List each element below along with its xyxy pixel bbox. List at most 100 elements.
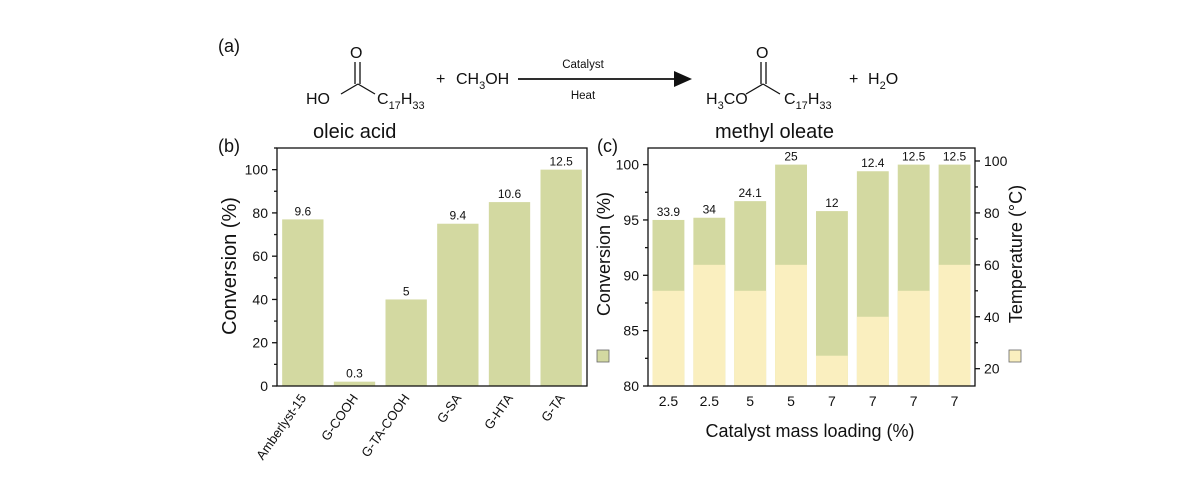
panel-b-bar	[282, 219, 324, 386]
acid-bond-chain	[357, 83, 376, 95]
panel-c-x-tick-label: 2.5	[700, 393, 720, 409]
panel-b-y-tick-label: 20	[252, 335, 268, 351]
panel-c-left-y-tick-label: 80	[623, 378, 639, 394]
panel-b-data-label: 12.5	[549, 155, 573, 169]
panel-c-left-y-tick-label: 100	[616, 157, 640, 173]
panel-c-temperature-bar	[652, 290, 685, 386]
panel-c-temperature-bar	[693, 264, 726, 386]
panel-c-left-y-tick-label: 90	[623, 267, 639, 283]
panel-c-x-tick-label: 7	[910, 393, 918, 409]
panel-c-left-y-tick-label: 95	[623, 212, 639, 228]
panel-c-temperature-bar	[897, 290, 930, 386]
plus-sign-2: +	[849, 71, 858, 88]
panel-b-y-axis-title: Conversion (%)	[219, 197, 241, 335]
water: H2O	[868, 71, 898, 92]
acid-ho: HO	[306, 91, 330, 108]
panel-b-x-tick-label: G-COOH	[318, 391, 361, 443]
panel-b-y-tick-label: 80	[252, 205, 268, 221]
panel-c-temperature-bar	[856, 316, 889, 386]
acid-oxygen: O	[350, 45, 362, 62]
panel-c-data-label: 12.4	[861, 156, 885, 170]
ester-oxygen: O	[756, 45, 768, 62]
ester-bond-chain	[762, 83, 781, 95]
panel-c-conversion-legend-swatch	[596, 349, 610, 363]
ester-chain: C17H33	[784, 91, 832, 112]
panel-c-right-y-tick-label: 80	[984, 205, 1000, 221]
panel-c-right-axis-title: Temperature (°C)	[1006, 185, 1026, 323]
panel-c-left-axis-title-group: Conversion (%)	[594, 192, 614, 363]
panel-c-right-y-tick-label: 60	[984, 257, 1000, 273]
panel-c-data-label: 24.1	[739, 186, 763, 200]
panel-c-x-tick-label: 2.5	[659, 393, 679, 409]
panel-c-x-tick-label: 7	[828, 393, 836, 409]
panel-b-data-label: 10.6	[498, 187, 522, 201]
panel-c-left-axis-title: Conversion (%)	[594, 192, 614, 316]
panel-c-frame	[647, 147, 976, 387]
arrow-label-heat: Heat	[571, 90, 596, 102]
panel-c-data-label: 33.9	[657, 205, 681, 219]
panel-c-data-label: 34	[703, 203, 717, 217]
plus-sign-1: +	[436, 71, 445, 88]
panel-c-data-label: 12.5	[902, 150, 926, 164]
panel-b-data-label: 0.3	[346, 367, 363, 381]
panel-b-frame	[276, 147, 588, 387]
panel-b-chart: (b) Conversion (%) 9.6 0.3 5 9.4 10.6 12.5 Am…	[218, 136, 588, 462]
panel-b-x-tick-label: Amberlyst-15	[253, 391, 309, 462]
panel-c-x-axis-title: Catalyst mass loading (%)	[705, 421, 914, 441]
panel-c-x-tick-label: 5	[746, 393, 754, 409]
panel-c-x-tick-label: 7	[951, 393, 959, 409]
panel-c-right-axis-title-group: Temperature (°C)	[1006, 185, 1026, 363]
panel-b-y-tick-label: 60	[252, 248, 268, 264]
panel-c-temperature-bar	[938, 264, 971, 386]
panel-b-y-tick-label: 100	[245, 162, 269, 178]
panel-c-temperature-bar	[734, 290, 767, 386]
methyl-oleate-structure: O H3CO C17H33 methyl oleate	[706, 45, 834, 143]
panel-c-right-y-tick-label: 40	[984, 309, 1000, 325]
panel-c-axes: 2.5 2.5 5 5 7 7 7 7 80 85 90 95 100 20 40 60 80 100	[616, 147, 1008, 409]
panel-b-bar	[385, 299, 427, 386]
panel-c-temperature-legend-swatch	[1008, 349, 1022, 363]
panel-c-label: (c)	[597, 136, 618, 156]
panel-b-data-label: 9.4	[449, 209, 466, 223]
panel-c-right-y-tick-label: 20	[984, 361, 1000, 377]
panel-c-temperature-bar	[815, 355, 848, 386]
ester-h3co: H3CO	[706, 91, 748, 112]
acid-bond-oh	[340, 83, 359, 95]
panel-c-bars: 33.9 34 24.1 25 12 12.4 12.5 12.5	[652, 150, 971, 386]
panel-b-x-tick-label: G-TA	[538, 391, 568, 425]
ester-bond-o	[745, 83, 764, 95]
panel-b-data-label: 5	[403, 284, 410, 298]
panel-c-right-y-tick-label: 100	[984, 153, 1008, 169]
panel-a-label: (a)	[218, 36, 240, 56]
panel-c-left-y-tick-label: 85	[623, 323, 639, 339]
arrow-head-icon	[674, 71, 692, 87]
panel-b-bar	[437, 223, 479, 386]
panel-b-data-label: 9.6	[294, 204, 311, 218]
acid-name: oleic acid	[313, 121, 396, 143]
panel-b-bar	[333, 381, 376, 386]
panel-b-y-tick-label: 40	[252, 291, 268, 307]
panel-b-bars: 9.6 0.3 5 9.4 10.6 12.5	[282, 155, 582, 386]
panel-c-x-tick-label: 5	[787, 393, 795, 409]
panel-b-bar	[488, 202, 531, 386]
panel-a: (a) O HO C17H33 oleic acid + CH3OH Catal…	[218, 36, 898, 143]
panel-c-data-label: 25	[784, 150, 798, 164]
methanol: CH3OH	[456, 71, 509, 92]
reaction-arrow: Catalyst Heat	[518, 59, 692, 102]
ester-name: methyl oleate	[715, 121, 834, 143]
panel-b-label: (b)	[218, 136, 240, 156]
panel-c-data-label: 12.5	[943, 150, 967, 164]
arrow-label-catalyst: Catalyst	[562, 59, 604, 71]
panel-c-temperature-bar	[775, 264, 808, 386]
acid-chain: C17H33	[377, 91, 425, 112]
panel-b-y-tick-label: 0	[260, 378, 268, 394]
panel-b-x-tick-label: G-TA-COOH	[358, 391, 412, 460]
panel-b-x-tick-label: G-SA	[434, 391, 465, 426]
panel-b-x-tick-label: G-HTA	[481, 391, 516, 432]
oleic-acid-structure: O HO C17H33 oleic acid	[306, 45, 425, 143]
panel-c-chart: (c) Conversion (%) Temperature (°C) Cata…	[594, 136, 1026, 441]
panel-c-x-tick-label: 7	[869, 393, 877, 409]
panel-c-data-label: 12	[825, 196, 839, 210]
panel-b-bar	[540, 169, 582, 386]
